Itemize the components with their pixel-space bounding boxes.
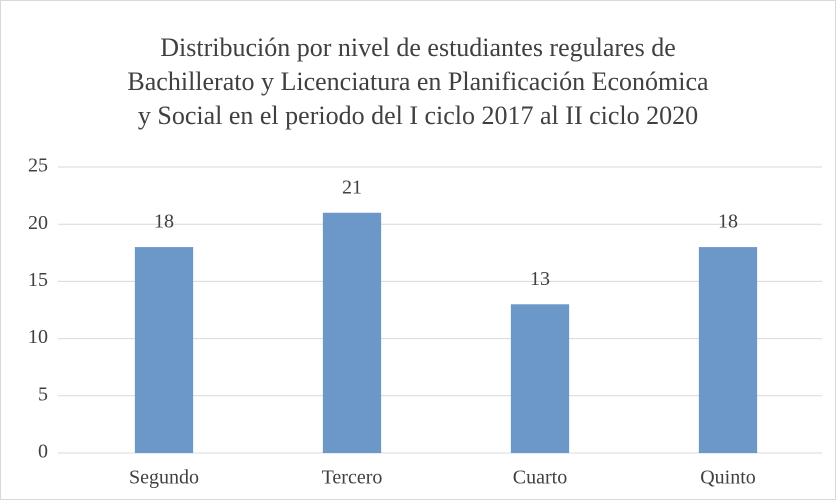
data-label: 18 <box>718 211 738 233</box>
y-tick-label: 10 <box>28 326 48 348</box>
bar <box>134 247 194 453</box>
chart-title: y Social en el periodo del I ciclo 2017 … <box>138 101 698 130</box>
bar <box>698 247 758 453</box>
y-tick-label: 5 <box>38 383 48 405</box>
chart-title: Distribución por nivel de estudiantes re… <box>160 33 676 62</box>
y-tick-label: 20 <box>28 212 48 234</box>
data-label: 21 <box>342 176 362 198</box>
y-tick-label: 15 <box>28 269 48 291</box>
y-tick-label: 0 <box>38 441 48 463</box>
data-label: 13 <box>530 268 550 290</box>
x-tick-label: Quinto <box>700 467 756 489</box>
bar <box>322 212 382 453</box>
bar <box>510 304 570 453</box>
data-label: 18 <box>154 211 174 233</box>
x-tick-label: Tercero <box>322 467 383 489</box>
y-tick-label: 25 <box>28 155 48 177</box>
chart-title: Bachillerato y Licenciatura en Planifica… <box>127 67 709 96</box>
x-tick-label: Cuarto <box>513 467 567 489</box>
x-tick-label: Segundo <box>129 467 199 489</box>
